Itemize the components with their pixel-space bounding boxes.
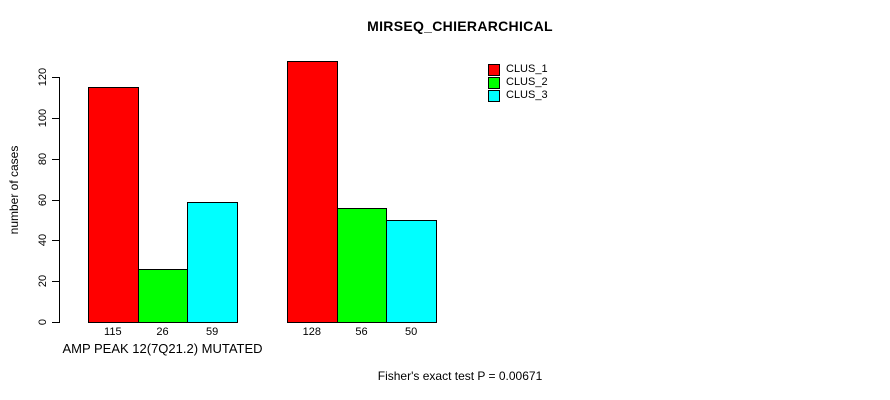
y-tick-mark — [52, 77, 59, 79]
bar-CLUS_2-group2 — [336, 207, 388, 323]
bar-value-label: 128 — [302, 326, 321, 338]
y-tick-label: 120 — [37, 68, 49, 87]
bar-value-label: 59 — [206, 326, 219, 338]
y-tick-mark — [52, 118, 59, 119]
x-group-label: AMP PEAK 12(7Q21.2) MUTATED — [62, 341, 263, 356]
y-tick-mark — [52, 322, 59, 323]
y-tick-label: 40 — [37, 234, 49, 247]
legend-label: CLUS_3 — [506, 89, 548, 101]
legend-swatch-icon — [488, 89, 500, 102]
bar-CLUS_3-group2 — [386, 220, 437, 323]
bar-value-label: 26 — [156, 326, 169, 338]
bar-value-label: 50 — [405, 326, 418, 338]
y-tick-mark — [52, 199, 59, 201]
legend-row: CLUS_1 — [488, 63, 548, 76]
legend-row: CLUS_3 — [488, 89, 548, 102]
y-tick-label: 60 — [37, 193, 49, 206]
legend-label: CLUS_1 — [506, 63, 548, 75]
y-tick-label: 0 — [37, 318, 49, 326]
y-tick-mark — [52, 281, 59, 283]
legend-label: CLUS_2 — [506, 76, 548, 88]
y-tick-label: 80 — [37, 152, 49, 165]
bar-value-label: 115 — [104, 326, 122, 338]
bar-CLUS_2-group1 — [137, 268, 189, 323]
legend-row: CLUS_2 — [488, 76, 548, 89]
chart-title: MIRSEQ_CHIERARCHICAL — [367, 18, 553, 34]
y-tick-label: 100 — [37, 108, 49, 128]
bar-CLUS_1-group2 — [287, 60, 338, 323]
bar-CLUS_3-group1 — [187, 201, 238, 323]
y-axis-label: number of cases — [7, 145, 21, 235]
bar-value-label: 56 — [355, 326, 368, 338]
y-tick-mark — [52, 158, 59, 160]
legend: CLUS_1 CLUS_2 CLUS_3 — [488, 63, 548, 102]
legend-swatch-icon — [488, 76, 500, 89]
y-tick-label: 20 — [37, 275, 49, 288]
bar-CLUS_1-group1 — [88, 87, 139, 323]
y-axis-line — [59, 77, 60, 323]
fisher-test-annotation: Fisher's exact test P = 0.00671 — [377, 369, 543, 383]
legend-swatch-icon — [488, 63, 500, 76]
y-tick-mark — [52, 240, 59, 242]
